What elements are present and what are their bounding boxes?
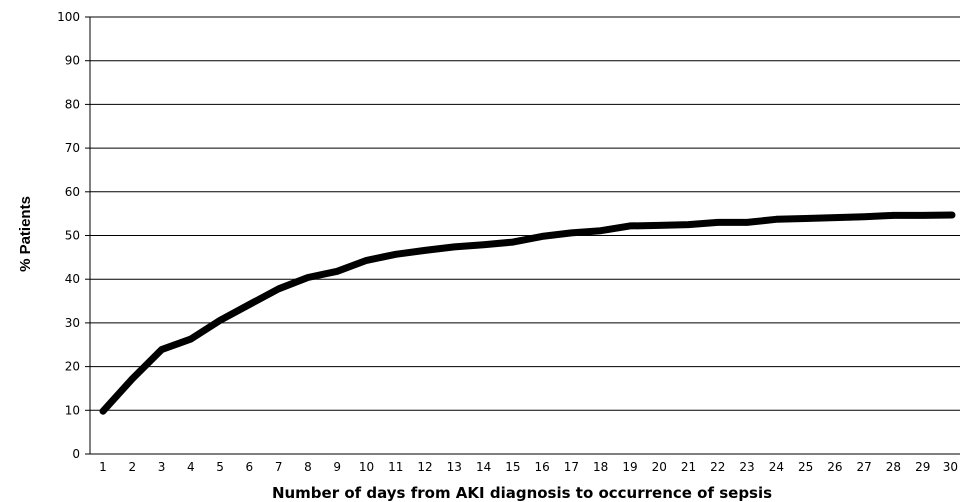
data-point-23 [746, 221, 748, 223]
data-point-7 [278, 288, 280, 290]
x-tick-label-16: 16 [534, 460, 549, 474]
data-point-13 [453, 246, 455, 248]
data-point-11 [395, 253, 397, 255]
data-point-17 [570, 232, 572, 234]
x-tick-label-18: 18 [593, 460, 608, 474]
x-tick-label-8: 8 [304, 460, 312, 474]
data-point-27 [863, 216, 865, 218]
x-tick-label-17: 17 [564, 460, 579, 474]
data-point-1 [102, 410, 104, 412]
data-point-14 [483, 244, 485, 246]
x-axis-label: Number of days from AKI diagnosis to occ… [272, 484, 772, 502]
data-point-24 [775, 218, 777, 220]
data-point-21 [688, 224, 690, 226]
y-tick-label-80: 80 [65, 97, 80, 111]
y-tick-label-20: 20 [65, 360, 80, 374]
x-tick-label-5: 5 [216, 460, 224, 474]
y-tick-label-0: 0 [72, 447, 80, 461]
data-point-20 [658, 224, 660, 226]
x-tick-label-29: 29 [915, 460, 930, 474]
data-point-16 [541, 235, 543, 237]
x-tick-label-20: 20 [652, 460, 667, 474]
x-tick-label-15: 15 [505, 460, 520, 474]
x-tick-label-10: 10 [359, 460, 374, 474]
x-tick-label-28: 28 [886, 460, 901, 474]
y-tick-label-100: 100 [57, 10, 80, 24]
x-tick-label-21: 21 [681, 460, 696, 474]
x-tick-label-27: 27 [857, 460, 872, 474]
data-point-15 [512, 241, 514, 243]
y-tick-label-40: 40 [65, 272, 80, 286]
x-tick-label-26: 26 [827, 460, 842, 474]
data-point-3 [161, 349, 163, 351]
x-tick-label-13: 13 [447, 460, 462, 474]
data-point-5 [219, 319, 221, 321]
x-tick-label-6: 6 [246, 460, 254, 474]
data-point-2 [131, 378, 133, 380]
data-point-25 [805, 217, 807, 219]
data-point-18 [600, 230, 602, 232]
y-tick-label-90: 90 [65, 54, 80, 68]
x-tick-label-25: 25 [798, 460, 813, 474]
data-point-30 [951, 214, 953, 216]
data-point-8 [307, 276, 309, 278]
data-point-28 [892, 214, 894, 216]
data-point-29 [922, 214, 924, 216]
x-tick-label-2: 2 [128, 460, 136, 474]
data-point-6 [248, 304, 250, 306]
y-tick-label-30: 30 [65, 316, 80, 330]
x-tick-label-4: 4 [187, 460, 195, 474]
data-point-22 [717, 221, 719, 223]
x-tick-label-3: 3 [158, 460, 166, 474]
data-point-12 [424, 249, 426, 251]
y-tick-labels: 0 10 20 30 40 50 60 70 80 90 100 [57, 10, 80, 461]
x-tick-label-12: 12 [417, 460, 432, 474]
x-tick-label-22: 22 [710, 460, 725, 474]
x-tick-label-14: 14 [476, 460, 491, 474]
x-tick-label-9: 9 [333, 460, 341, 474]
x-tick-labels: 1 2 3 4 5 6 7 8 9 10 11 12 13 14 15 16 17 18 19 20 21 22 23 24 2… [99, 460, 958, 474]
data-point-10 [365, 259, 367, 261]
series-line-0 [99, 211, 956, 415]
y-tick-label-50: 50 [65, 229, 80, 243]
gridlines [85, 16, 960, 455]
y-tick-label-70: 70 [65, 141, 80, 155]
x-tick-label-30: 30 [943, 460, 958, 474]
y-tick-label-60: 60 [65, 185, 80, 199]
x-tick-label-23: 23 [739, 460, 754, 474]
x-tick-label-7: 7 [275, 460, 283, 474]
x-tick-label-11: 11 [388, 460, 403, 474]
y-tick-label-10: 10 [65, 403, 80, 417]
y-axis-label: % Patients [17, 196, 34, 272]
x-tick-label-1: 1 [99, 460, 107, 474]
data-point-4 [190, 338, 192, 340]
data-point-26 [834, 217, 836, 219]
x-tick-label-19: 19 [622, 460, 637, 474]
data-point-9 [336, 270, 338, 272]
series-group [99, 211, 956, 415]
data-point-19 [629, 225, 631, 227]
x-tick-label-24: 24 [769, 460, 784, 474]
